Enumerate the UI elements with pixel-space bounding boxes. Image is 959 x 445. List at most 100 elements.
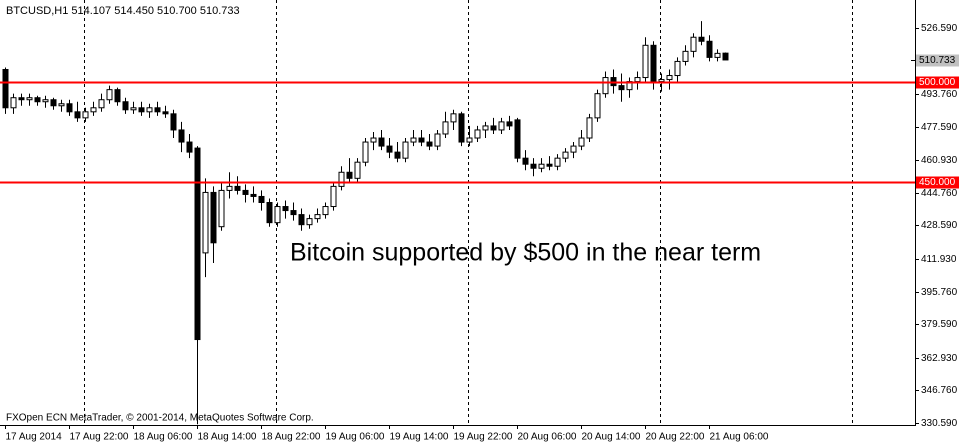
candle [666, 69, 673, 90]
candle [130, 101, 137, 114]
y-tick-label: 379.590 [921, 319, 958, 330]
candle [154, 101, 161, 116]
candle [450, 109, 457, 130]
candle-body [650, 44, 657, 83]
candle-body [10, 97, 17, 109]
candle [426, 133, 433, 151]
candle [10, 93, 17, 114]
candle-body [410, 137, 417, 143]
candle [490, 117, 497, 134]
candle [258, 190, 265, 211]
candle [682, 45, 689, 66]
x-tick-label: 19 Aug 22:00 [454, 432, 513, 443]
candle [146, 103, 153, 118]
candle [466, 125, 473, 147]
candle [306, 214, 313, 229]
candle-body [354, 161, 361, 179]
candle [434, 129, 441, 151]
candle [122, 97, 129, 114]
x-tick-label: 17 Aug 2014 [6, 432, 63, 443]
candle [34, 95, 41, 106]
candle-body [138, 107, 145, 113]
candle-body [706, 40, 713, 58]
y-tick-label: 330.590 [921, 418, 958, 429]
candle-body [546, 163, 553, 167]
candle [402, 138, 409, 163]
candle [674, 57, 681, 82]
candle [370, 131, 377, 151]
candle-body [162, 111, 169, 115]
level-box [916, 76, 959, 89]
candle-body [186, 141, 193, 153]
y-tick-label: 444.760 [921, 188, 958, 199]
x-tick-label: 20 Aug 22:00 [646, 432, 705, 443]
candle-body [714, 52, 721, 58]
candle [698, 21, 705, 46]
candle [482, 121, 489, 139]
candle [530, 158, 537, 177]
candle [714, 49, 721, 62]
candle [90, 101, 97, 116]
candle-body [146, 107, 153, 113]
candle [442, 111, 449, 139]
candle [522, 150, 529, 171]
candle-body [378, 137, 385, 147]
x-tick-label: 20 Aug 14:00 [582, 432, 641, 443]
candle [186, 133, 193, 159]
x-tick-label: 17 Aug 22:00 [70, 432, 129, 443]
candle-body [570, 145, 577, 153]
candle [722, 52, 729, 61]
candle [690, 33, 697, 58]
candle-body [474, 129, 481, 139]
candle-body [634, 77, 641, 83]
candle [330, 182, 337, 211]
x-tick-label: 18 Aug 22:00 [262, 432, 321, 443]
candle [602, 71, 609, 98]
candle-body [234, 185, 241, 191]
candle-body [58, 103, 65, 107]
candle [18, 93, 25, 106]
candle-body [154, 107, 161, 113]
candle [138, 101, 145, 116]
candle-body [466, 137, 473, 143]
candle [578, 129, 585, 151]
candle [474, 125, 481, 143]
x-tick-label: 18 Aug 14:00 [198, 432, 257, 443]
candle [74, 101, 81, 122]
x-tick-label: 18 Aug 06:00 [134, 432, 193, 443]
candle-body [122, 101, 129, 111]
marks [2, 21, 729, 425]
candle [290, 202, 297, 221]
candle [250, 186, 257, 203]
candle-body [458, 113, 465, 143]
candle-body [194, 147, 201, 341]
candle-body [218, 189, 225, 228]
candle-body [450, 113, 457, 123]
candle-body [42, 99, 49, 103]
candle [586, 113, 593, 143]
candle-body [426, 141, 433, 147]
footer: FXOpen ECN MetaTrader, © 2001-2014, Meta… [6, 413, 314, 424]
candle-body [506, 121, 513, 127]
candle-body [74, 111, 81, 119]
level-label: 500.000 [919, 77, 956, 88]
candle [594, 89, 601, 122]
candle [418, 129, 425, 147]
candle-body [258, 195, 265, 204]
x-tick-label: 21 Aug 06:00 [710, 432, 769, 443]
candle-body [82, 111, 89, 119]
candle [562, 148, 569, 163]
y-tick-label: 526.590 [921, 23, 958, 34]
candle-body [298, 214, 305, 226]
candle [98, 93, 105, 112]
candle [554, 154, 561, 171]
candle-body [386, 145, 393, 153]
candle-body [2, 68, 9, 109]
candle [210, 186, 217, 263]
candle-body [130, 107, 137, 111]
candle-body [618, 85, 625, 91]
candle [506, 115, 513, 130]
candle [162, 105, 169, 118]
candle-body [498, 121, 505, 131]
y-tick-label: 411.930 [921, 254, 957, 265]
